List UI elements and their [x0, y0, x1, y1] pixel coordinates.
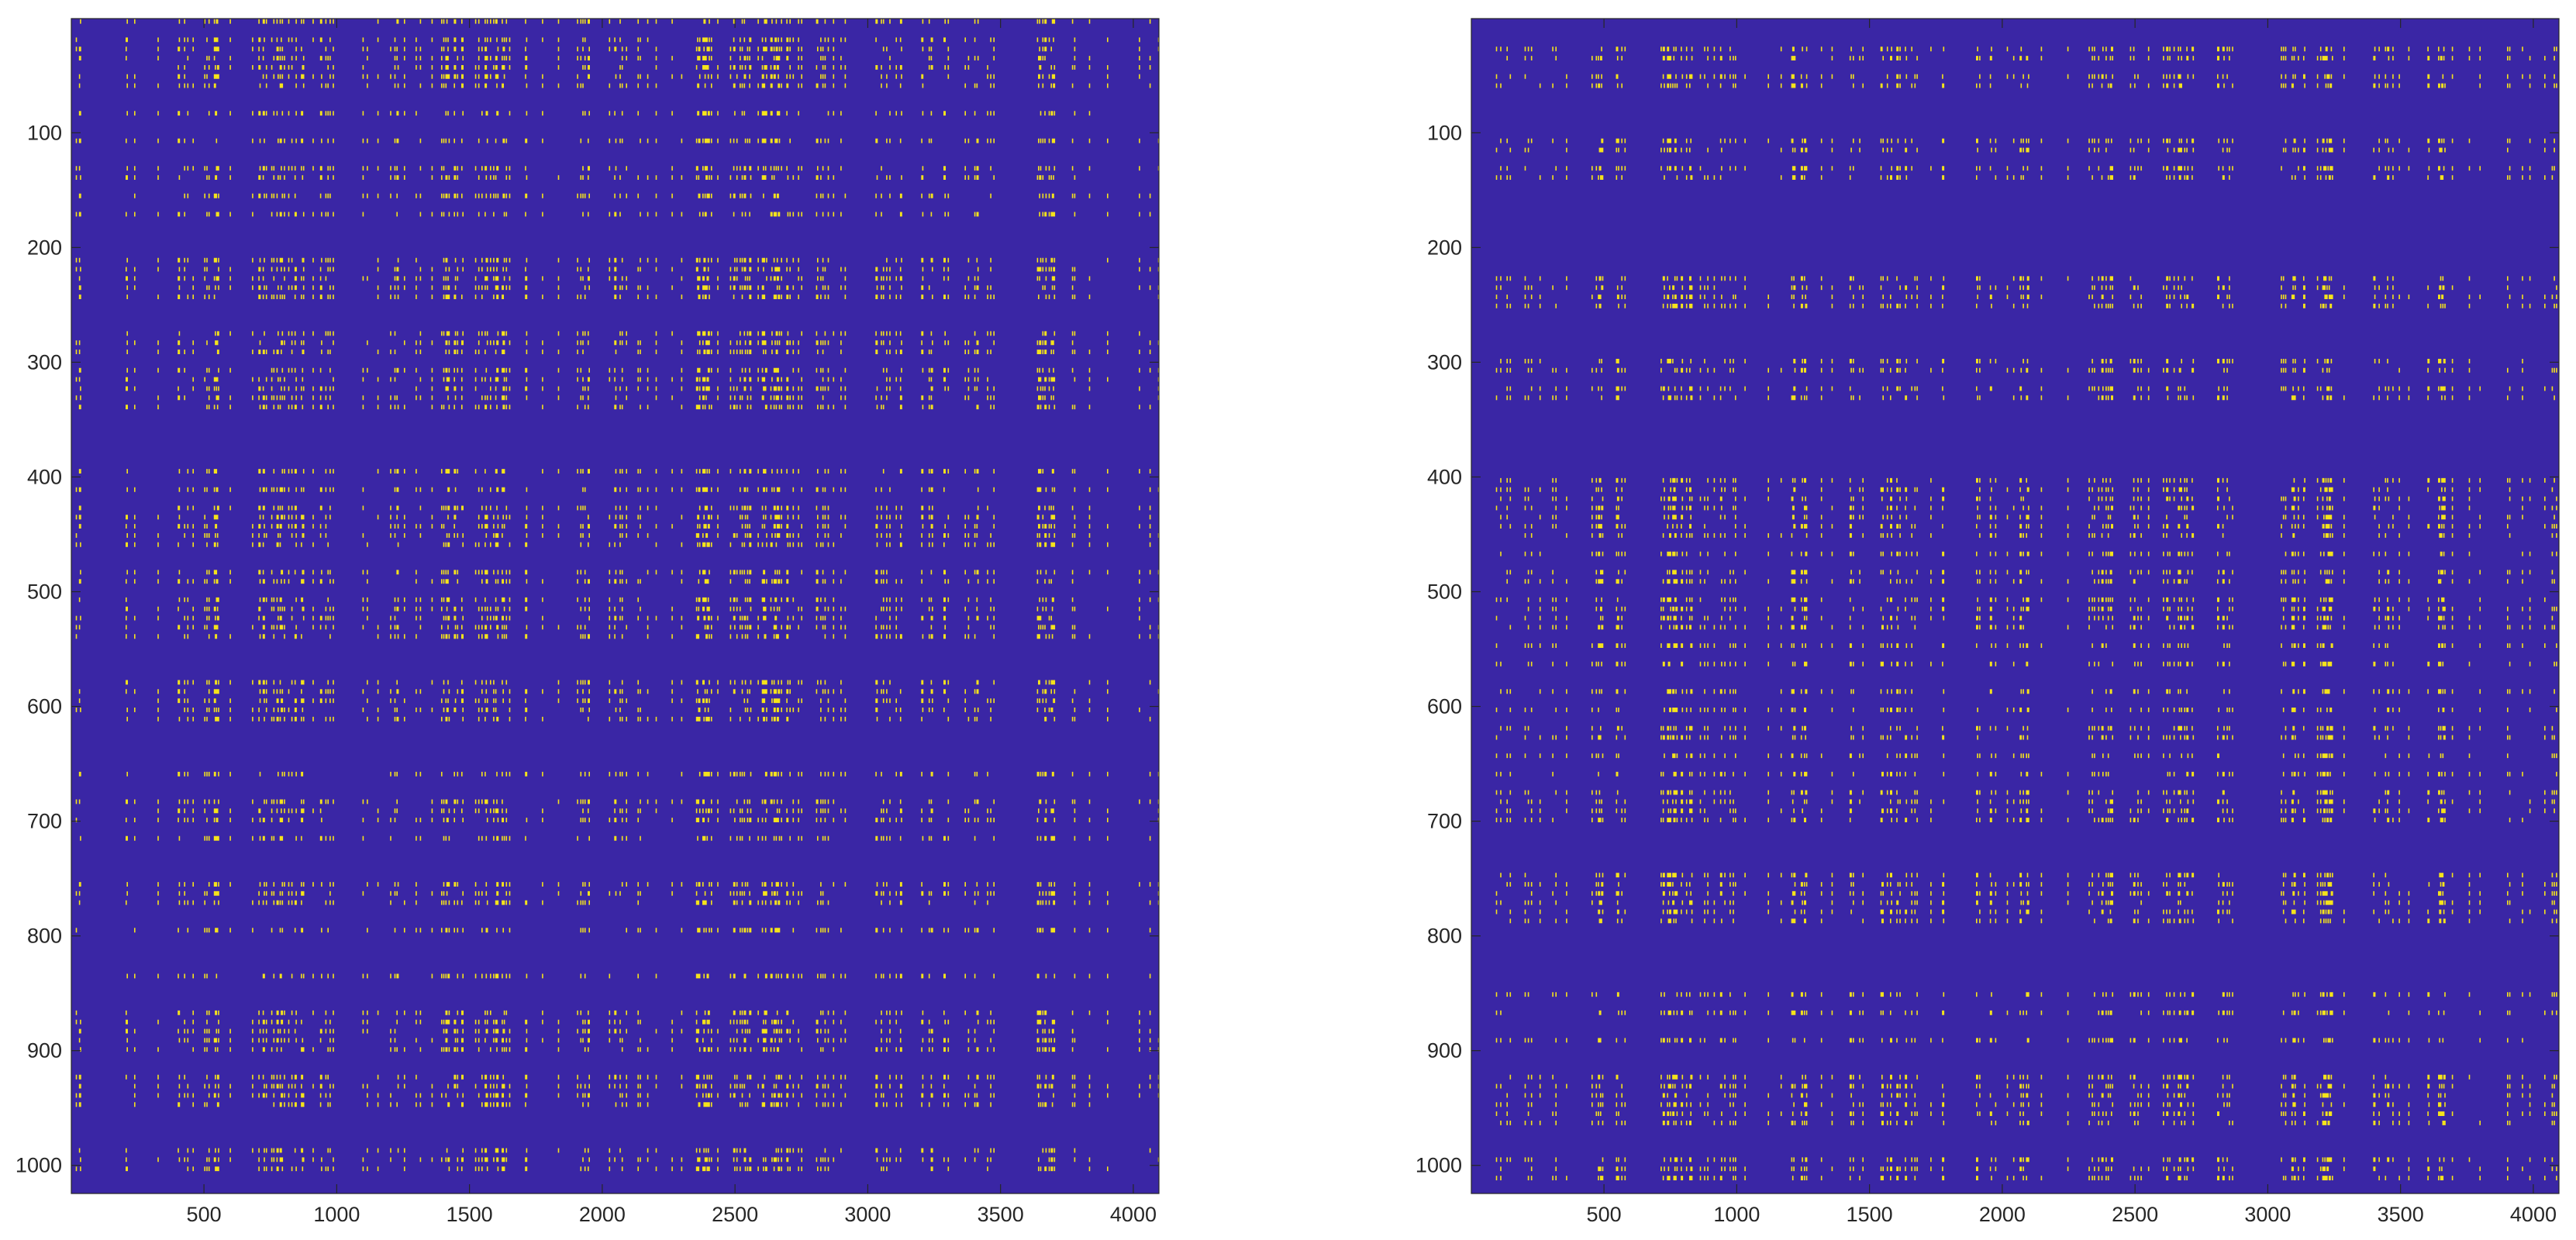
tick-marks-right: [1471, 19, 2559, 1194]
y-tick-label: 800: [1427, 925, 1462, 948]
y-tick-label: 500: [27, 580, 62, 603]
x-tick-label: 3500: [978, 1203, 1024, 1226]
y-tick-label: 200: [1427, 236, 1462, 259]
x-tick-label: 3000: [844, 1203, 891, 1226]
y-tick-label: 400: [27, 465, 62, 488]
x-tick-label: 1000: [1713, 1203, 1760, 1226]
axes-frame-left: [71, 18, 1160, 1194]
heatmap-cells-left: [71, 19, 1159, 1194]
x-tick-label: 4000: [2510, 1203, 2557, 1226]
x-tick-label: 3000: [2244, 1203, 2291, 1226]
heatmap-background: [1471, 19, 2559, 1194]
heatmap-cells-right: [1471, 19, 2559, 1194]
y-tick-label: 800: [27, 925, 62, 948]
y-tick-label: 200: [27, 236, 62, 259]
axes-frame-right: [1471, 18, 2560, 1194]
x-tick-label: 1000: [313, 1203, 360, 1226]
x-tick-label: 500: [1587, 1203, 1622, 1226]
y-tick-label: 700: [27, 810, 62, 833]
x-tick-label: 2000: [1979, 1203, 2026, 1226]
y-tick-label: 400: [1427, 465, 1462, 488]
x-tick-label: 2000: [579, 1203, 626, 1226]
y-tick-label: 100: [27, 121, 62, 144]
y-tick-label: 300: [27, 350, 62, 374]
y-tick-label: 600: [27, 695, 62, 718]
x-tick-label: 2500: [712, 1203, 758, 1226]
y-tick-labels-left: 100 200 300 400 500 600 700 800 900 1000: [16, 121, 62, 1176]
y-tick-label: 1000: [16, 1154, 62, 1177]
x-tick-labels-right: 500 1000 1500 2000 2500 3000 3500 4000: [1587, 1203, 2557, 1226]
x-tick-label: 1500: [1847, 1203, 1893, 1226]
x-tick-label: 1500: [447, 1203, 493, 1226]
heatmap-right: 500 1000 1500 2000 2500 3000 3500 4000 100 200 30…: [1416, 18, 2560, 1226]
y-tick-label: 100: [1427, 121, 1462, 144]
y-tick-label: 1000: [1416, 1154, 1462, 1177]
x-tick-label: 3500: [2378, 1203, 2424, 1226]
y-tick-label: 600: [1427, 695, 1462, 718]
x-tick-labels-left: 500 1000 1500 2000 2500 3000 3500 4000: [187, 1203, 1157, 1226]
x-tick-label: 4000: [1110, 1203, 1157, 1226]
y-tick-label: 300: [1427, 350, 1462, 374]
heatmap-left: 500 1000 1500 2000 2500 3000 3500 4000 100 200 30…: [16, 18, 1160, 1226]
y-tick-label: 500: [1427, 580, 1462, 603]
x-tick-label: 500: [187, 1203, 222, 1226]
tick-marks-left: [71, 19, 1159, 1194]
y-tick-labels-right: 100 200 300 400 500 600 700 800 900 1000: [1416, 121, 1462, 1176]
y-tick-label: 700: [1427, 810, 1462, 833]
x-tick-label: 2500: [2112, 1203, 2158, 1226]
y-tick-label: 900: [1427, 1039, 1462, 1063]
y-tick-label: 900: [27, 1039, 62, 1063]
